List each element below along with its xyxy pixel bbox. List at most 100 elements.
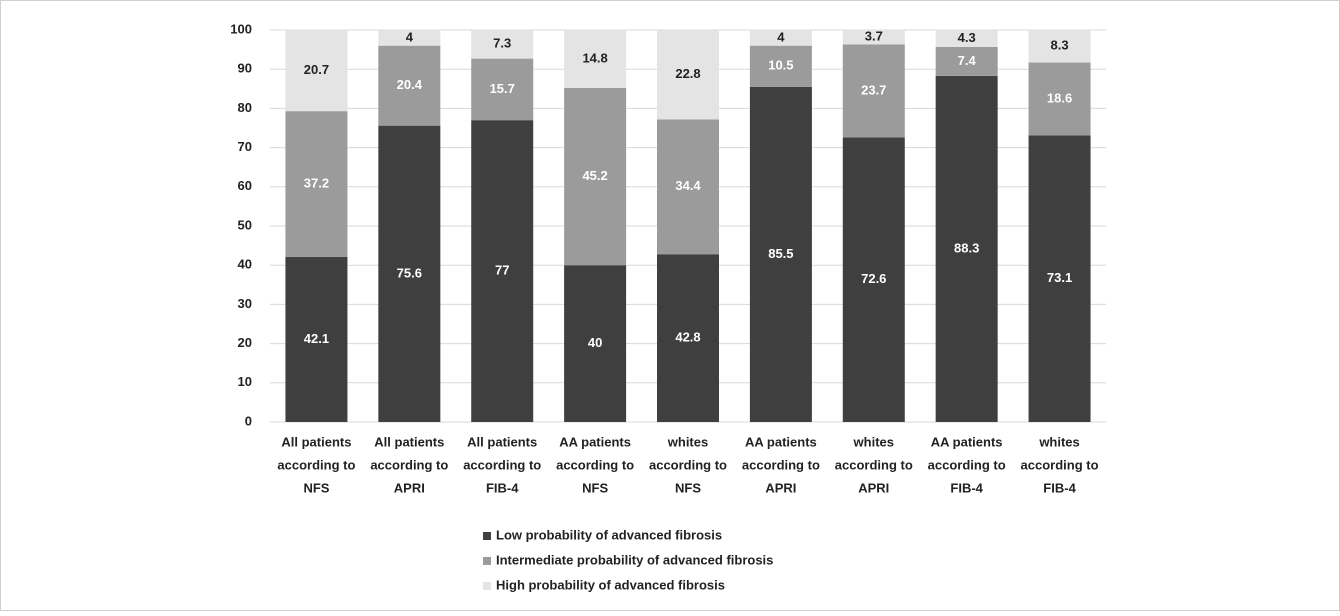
x-tick-label: NFS <box>675 480 701 495</box>
x-tick-label: according to <box>277 457 355 472</box>
data-label: 85.5 <box>768 246 793 261</box>
bar-segment <box>842 30 905 45</box>
x-tick-label: AA patients <box>559 434 631 449</box>
y-tick-label: 70 <box>238 139 252 154</box>
y-tick-label: 60 <box>238 178 252 193</box>
x-tick-label: according to <box>370 457 448 472</box>
x-tick-label: according to <box>742 457 820 472</box>
y-tick-label: 30 <box>238 296 252 311</box>
bar-segment <box>471 120 534 422</box>
data-label: 4 <box>777 29 785 44</box>
x-tick-label: AA patients <box>931 434 1003 449</box>
x-tick-label: All patients <box>467 434 537 449</box>
x-tick-label: whites <box>1038 434 1079 449</box>
legend-label: Intermediate probability of advanced fib… <box>496 552 773 567</box>
data-label: 77 <box>495 263 509 278</box>
x-tick-label: according to <box>463 457 541 472</box>
data-label: 88.3 <box>954 240 979 255</box>
bar-segment <box>657 254 719 422</box>
legend-label: High probability of advanced fibrosis <box>496 577 725 592</box>
bar-segment <box>285 111 348 257</box>
bar-segment <box>564 88 627 266</box>
bar-segment <box>471 30 534 59</box>
bar-segment <box>935 46 998 76</box>
x-tick-label: AA patients <box>745 434 817 449</box>
x-tick-label: All patients <box>281 434 351 449</box>
bar-segment <box>378 30 441 46</box>
data-label: 7.3 <box>493 36 511 51</box>
bar-segment <box>657 119 719 255</box>
data-label: 4 <box>406 29 414 44</box>
y-tick-label: 20 <box>238 335 252 350</box>
legend-swatch <box>483 582 491 590</box>
data-label: 20.7 <box>304 62 329 77</box>
x-tick-label: FIB-4 <box>950 480 983 495</box>
data-label: 20.4 <box>397 77 423 92</box>
data-label: 73.1 <box>1047 270 1072 285</box>
data-label: 15.7 <box>490 81 515 96</box>
data-label: 8.3 <box>1051 38 1069 53</box>
bar-segment <box>842 137 905 422</box>
x-tick-label: according to <box>1021 457 1099 472</box>
data-label: 7.4 <box>958 53 977 68</box>
x-tick-label: NFS <box>303 480 329 495</box>
y-tick-label: 40 <box>238 257 252 272</box>
legend-swatch <box>483 532 491 540</box>
data-label: 75.6 <box>397 265 422 280</box>
data-label: 42.1 <box>304 331 329 346</box>
x-tick-label: according to <box>649 457 727 472</box>
data-label: 22.8 <box>675 66 700 81</box>
x-tick-label: FIB-4 <box>1043 480 1076 495</box>
y-tick-label: 100 <box>230 21 252 36</box>
x-tick-label: APRI <box>858 480 889 495</box>
data-label: 34.4 <box>675 178 701 193</box>
bar-segment <box>285 30 348 112</box>
bar-segment <box>749 30 812 46</box>
x-tick-label: according to <box>835 457 913 472</box>
bar-segment <box>285 256 348 422</box>
data-label: 72.6 <box>861 271 886 286</box>
bar-segment <box>749 86 812 422</box>
bar-segment <box>657 30 719 120</box>
bar-segment <box>378 45 441 126</box>
bar-segment <box>749 45 812 87</box>
data-label: 45.2 <box>582 168 607 183</box>
data-label: 14.8 <box>582 50 607 65</box>
x-tick-label: whites <box>667 434 708 449</box>
x-tick-label: APRI <box>394 480 425 495</box>
data-label: 42.8 <box>675 330 700 345</box>
x-tick-label: APRI <box>765 480 796 495</box>
x-tick-label: FIB-4 <box>486 480 519 495</box>
data-label: 40 <box>588 335 602 350</box>
data-label: 3.7 <box>865 29 883 44</box>
y-tick-label: 90 <box>238 61 252 76</box>
bar-segment <box>1028 30 1091 63</box>
data-label: 37.2 <box>304 175 329 190</box>
data-label: 10.5 <box>768 58 793 73</box>
y-tick-label: 80 <box>238 100 252 115</box>
bar-segment <box>1028 62 1091 136</box>
legend-label: Low probability of advanced fibrosis <box>496 527 722 542</box>
data-label: 4.3 <box>958 30 976 45</box>
bar-segment <box>378 125 441 422</box>
x-tick-label: whites <box>853 434 894 449</box>
y-tick-label: 10 <box>238 374 252 389</box>
bar-segment <box>471 58 534 121</box>
x-tick-label: NFS <box>582 480 608 495</box>
bar-segment <box>842 44 905 138</box>
bar-segment <box>935 75 998 422</box>
data-label: 18.6 <box>1047 90 1072 105</box>
legend-swatch <box>483 557 491 565</box>
bar-segment <box>564 30 627 89</box>
bar-segment <box>564 265 627 422</box>
data-label: 23.7 <box>861 82 886 97</box>
axis-layer: 0 10 20 30 40 50 60 70 80 90 100 42.1 37.2 20.7 All pa… <box>230 21 1106 592</box>
x-tick-label: All patients <box>374 434 444 449</box>
y-tick-label: 0 <box>245 413 252 428</box>
x-tick-label: according to <box>928 457 1006 472</box>
bar-segment <box>1028 135 1091 422</box>
y-tick-label: 50 <box>238 217 252 232</box>
x-tick-label: according to <box>556 457 634 472</box>
bar-segment <box>935 30 998 47</box>
